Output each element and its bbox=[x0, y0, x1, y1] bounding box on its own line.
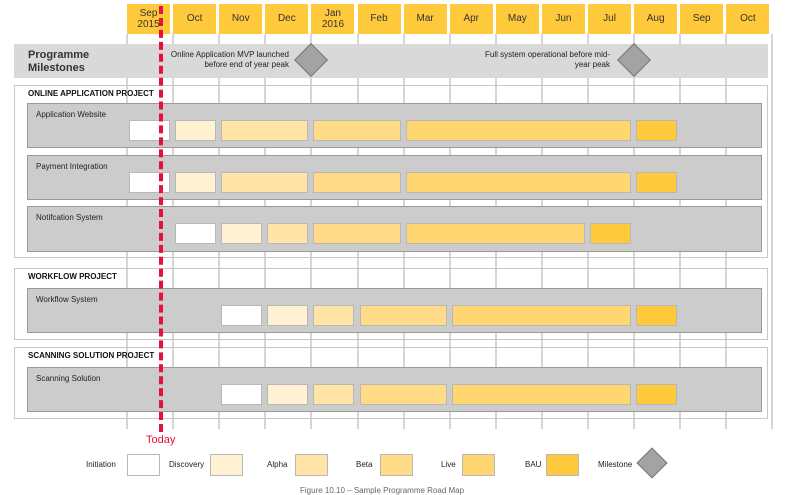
phase-bar-discovery bbox=[267, 305, 309, 326]
month-header: Sep bbox=[680, 4, 724, 34]
phase-bar-discovery bbox=[267, 384, 309, 405]
month-header: Dec bbox=[265, 4, 309, 34]
milestones-band bbox=[14, 44, 768, 78]
legend-label: BAU bbox=[525, 460, 542, 469]
year-label: 2016 bbox=[321, 19, 345, 30]
month-header: Mar bbox=[403, 4, 447, 34]
phase-bar-beta bbox=[313, 120, 401, 141]
legend-label: Live bbox=[441, 460, 456, 469]
phase-bar-alpha bbox=[221, 172, 309, 193]
workstream-label: Application Website bbox=[36, 110, 107, 119]
legend-milestone-icon bbox=[636, 447, 668, 479]
month-label: Feb bbox=[370, 13, 388, 25]
project-section bbox=[14, 85, 768, 258]
month-label: Sep bbox=[139, 7, 158, 19]
phase-bar-bau bbox=[636, 120, 678, 141]
month-header: Aug bbox=[634, 4, 678, 34]
year-label: 2015 bbox=[137, 19, 160, 30]
phase-bar-initiation bbox=[129, 172, 171, 193]
month-label: Sep bbox=[692, 13, 711, 25]
month-label: Apr bbox=[463, 13, 480, 25]
workstream-label: Scanning Solution bbox=[36, 374, 101, 383]
phase-bar-alpha bbox=[267, 223, 309, 244]
phase-bar-live bbox=[451, 384, 632, 405]
legend-swatch-bau bbox=[546, 454, 579, 476]
month-gridline bbox=[771, 34, 774, 429]
milestone-text: Full system operational before mid-year … bbox=[485, 50, 610, 69]
legend-swatch-initiation bbox=[127, 454, 160, 476]
month-header: Feb bbox=[357, 4, 401, 34]
phase-bar-initiation bbox=[221, 384, 263, 405]
phase-bar-initiation bbox=[221, 305, 263, 326]
month-label: Jul bbox=[603, 13, 616, 25]
phase-bar-alpha bbox=[221, 120, 309, 141]
month-label: Oct bbox=[740, 13, 756, 25]
phase-bar-live bbox=[405, 172, 632, 193]
project-title: SCANNING SOLUTION PROJECT bbox=[28, 351, 155, 360]
phase-bar-initiation bbox=[129, 120, 171, 141]
phase-bar-live bbox=[405, 120, 632, 141]
milestones-title: Programme Milestones bbox=[28, 49, 90, 74]
month-header: Nov bbox=[219, 4, 263, 34]
month-label: Nov bbox=[231, 13, 250, 25]
legend-swatch-beta bbox=[380, 454, 413, 476]
month-label: Dec bbox=[277, 13, 296, 25]
month-header: Jul bbox=[588, 4, 632, 34]
phase-bar-alpha bbox=[313, 384, 355, 405]
phase-bar-discovery bbox=[175, 172, 217, 193]
phase-bar-live bbox=[405, 223, 585, 244]
phase-bar-bau bbox=[636, 384, 678, 405]
month-label: May bbox=[507, 13, 527, 25]
phase-bar-initiation bbox=[175, 223, 217, 244]
month-header: Oct bbox=[726, 4, 770, 34]
legend-label: Milestone bbox=[598, 460, 633, 469]
today-label: Today bbox=[146, 434, 176, 446]
month-label: Mar bbox=[416, 13, 434, 25]
project-title: WORKFLOW PROJECT bbox=[28, 272, 117, 281]
phase-bar-beta bbox=[359, 305, 447, 326]
phase-bar-beta bbox=[359, 384, 447, 405]
workstream-label: Notifcation System bbox=[36, 213, 103, 222]
month-label: Jan bbox=[324, 7, 341, 19]
phase-bar-beta bbox=[313, 223, 401, 244]
phase-bar-discovery bbox=[175, 120, 217, 141]
workstream-label: Payment Integration bbox=[36, 162, 108, 171]
legend-label: Alpha bbox=[267, 460, 288, 469]
figure-caption: Figure 10.10 – Sample Programme Road Map bbox=[300, 486, 465, 495]
project-title: ONLINE APPLICATION PROJECT bbox=[28, 89, 154, 98]
phase-bar-alpha bbox=[313, 305, 355, 326]
month-header: Apr bbox=[449, 4, 493, 34]
milestone-text: Online Application MVP launched before e… bbox=[170, 50, 289, 69]
legend-label: Beta bbox=[356, 460, 373, 469]
month-label: Oct bbox=[186, 13, 203, 25]
phase-bar-beta bbox=[313, 172, 401, 193]
legend-label: Initiation bbox=[86, 460, 116, 469]
month-header: Sep 2015 bbox=[127, 4, 171, 34]
project-section bbox=[14, 268, 768, 340]
today-line bbox=[159, 6, 163, 432]
legend-label: Discovery bbox=[169, 460, 205, 469]
month-header: Jun bbox=[541, 4, 585, 34]
phase-bar-bau bbox=[590, 223, 632, 244]
phase-bar-bau bbox=[636, 172, 678, 193]
workstream-label: Workflow System bbox=[36, 295, 98, 304]
phase-bar-live bbox=[451, 305, 632, 326]
phase-bar-discovery bbox=[221, 223, 263, 244]
month-header: Jan 2016 bbox=[311, 4, 355, 34]
month-label: Jun bbox=[555, 13, 572, 25]
month-header: May bbox=[495, 4, 539, 34]
month-label: Aug bbox=[646, 13, 665, 25]
project-section bbox=[14, 347, 768, 419]
legend-swatch-live bbox=[462, 454, 495, 476]
phase-bar-bau bbox=[636, 305, 678, 326]
legend-swatch-alpha bbox=[295, 454, 328, 476]
month-header: Oct bbox=[173, 4, 217, 34]
legend-swatch-discovery bbox=[210, 454, 243, 476]
